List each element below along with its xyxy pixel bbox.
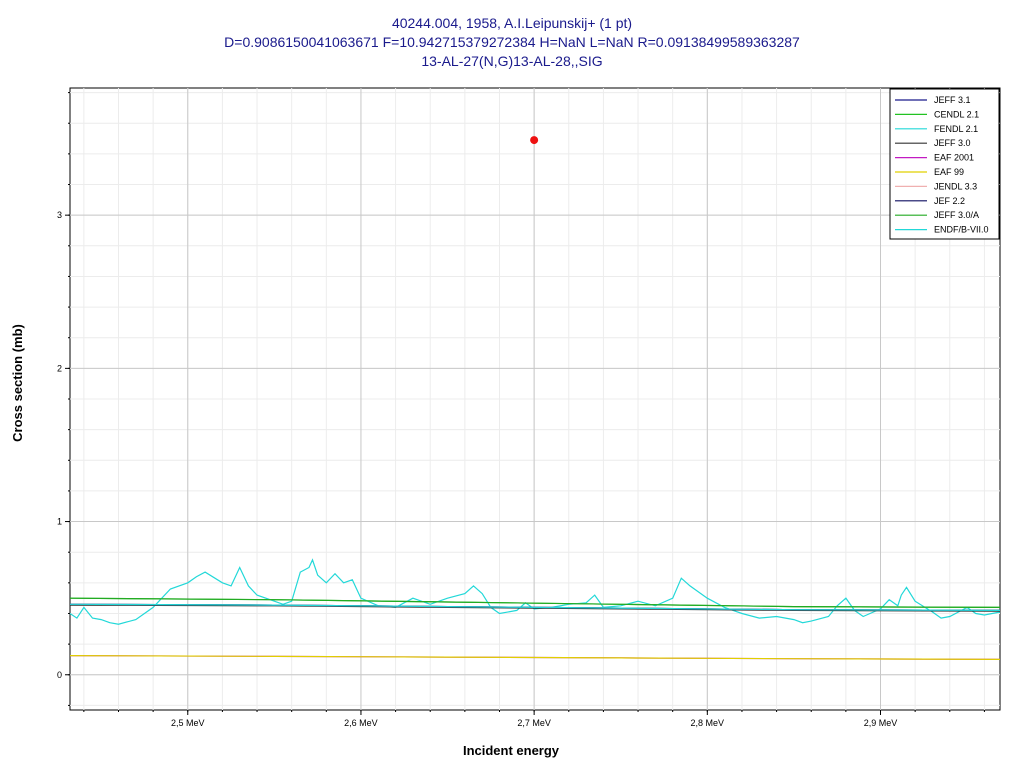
y-tick-label: 1 bbox=[57, 517, 62, 527]
y-tick-label: 3 bbox=[57, 210, 62, 220]
series-line-jeff-3-0-a bbox=[69, 597, 1001, 609]
x-tick-label: 2,8 MeV bbox=[691, 718, 725, 728]
x-tick-label: 2,9 MeV bbox=[864, 718, 898, 728]
x-tick-label: 2,7 MeV bbox=[517, 718, 551, 728]
legend-entry: JEF 2.2 bbox=[934, 196, 965, 206]
series-lines bbox=[69, 558, 1001, 661]
y-axis-label: Cross section (mb) bbox=[10, 324, 25, 442]
x-tick-label: 2,5 MeV bbox=[171, 718, 205, 728]
x-axis-ticks: 2,5 MeV 2,6 MeV 2,7 MeV 2,8 MeV 2,9 MeV bbox=[83, 710, 985, 728]
y-tick-label: 2 bbox=[57, 363, 62, 373]
x-tick-label: 2,6 MeV bbox=[344, 718, 378, 728]
legend-entry: EAF 2001 bbox=[934, 153, 974, 163]
series-line-jeff-3-0 bbox=[69, 604, 1001, 612]
title-line-3: 13-AL-27(N,G)13-AL-28,,SIG bbox=[421, 53, 602, 69]
series-line-eaf-99 bbox=[69, 654, 1001, 661]
x-axis-label: Incident energy bbox=[463, 743, 560, 758]
legend-entry: ENDF/B-VII.0 bbox=[934, 225, 989, 235]
legend-entry: EAF 99 bbox=[934, 167, 964, 177]
series-line-fendl-2-1 bbox=[69, 558, 1001, 625]
legend-entry: JENDL 3.3 bbox=[934, 181, 977, 191]
data-points bbox=[530, 136, 539, 145]
title-line-2: D=0.9086150041063671 F=10.94271537927238… bbox=[224, 34, 800, 50]
chart-title: 40244.004, 1958, A.I.Leipunskij+ (1 pt) … bbox=[224, 15, 800, 69]
legend-entry: JEFF 3.0 bbox=[934, 138, 971, 148]
legend-entry: JEFF 3.0/A bbox=[934, 210, 979, 220]
legend-entry: FENDL 2.1 bbox=[934, 124, 978, 134]
y-axis-ticks: 0 1 2 3 bbox=[57, 92, 70, 706]
title-line-1: 40244.004, 1958, A.I.Leipunskij+ (1 pt) bbox=[392, 15, 632, 31]
legend-entry: CENDL 2.1 bbox=[934, 109, 979, 119]
data-point bbox=[530, 136, 539, 145]
legend: JEFF 3.1 CENDL 2.1 FENDL 2.1 JEFF 3.0 EAF 20… bbox=[889, 88, 1000, 240]
y-tick-label: 0 bbox=[57, 670, 62, 680]
series-line-endf-b-vii-0 bbox=[69, 603, 1001, 612]
legend-entry: JEFF 3.1 bbox=[934, 95, 971, 105]
